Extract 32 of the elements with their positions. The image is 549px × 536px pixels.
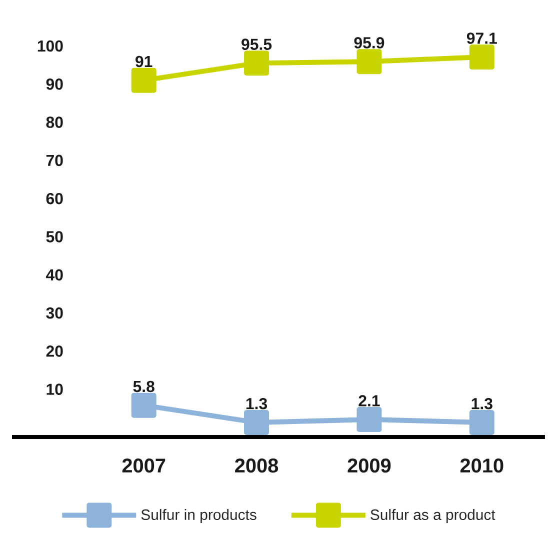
y-tick-label: 10: [46, 384, 63, 395]
data-label: 1.3: [472, 398, 492, 410]
y-tick-label: 90: [46, 78, 63, 90]
x-tick-label: 2009: [348, 458, 391, 473]
data-label: 91: [136, 56, 152, 68]
legend-label: Sulfur in products: [141, 509, 256, 523]
point: [356, 406, 382, 432]
data-label: 97.1: [466, 32, 497, 44]
point: [356, 49, 382, 74]
x-tick-label: 2008: [235, 458, 278, 473]
x-tick-label: 2010: [460, 458, 504, 473]
point: [469, 410, 494, 436]
legend-label: Sulfur as a product: [370, 509, 496, 523]
point: [244, 410, 270, 436]
point: [131, 392, 156, 418]
data-label: 5.8: [133, 380, 154, 392]
y-tick-label: 70: [46, 154, 63, 166]
y-tick-label: 50: [46, 231, 63, 242]
data-label: 95.9: [354, 37, 384, 48]
data-label: 1.3: [246, 398, 268, 410]
data-label: 95.5: [242, 38, 272, 50]
y-tick-label: 30: [46, 307, 63, 319]
y-tick-label: 80: [46, 116, 63, 128]
x-tick-label: 2007: [122, 458, 166, 473]
point: [131, 68, 156, 93]
point: [244, 50, 270, 76]
point: [469, 44, 494, 70]
y-tick-label: 20: [46, 346, 63, 357]
data-label: 2.1: [358, 395, 380, 406]
y-tick-label: 60: [46, 192, 63, 204]
y-tick-label: 100: [38, 40, 63, 52]
y-tick-label: 40: [46, 269, 63, 281]
